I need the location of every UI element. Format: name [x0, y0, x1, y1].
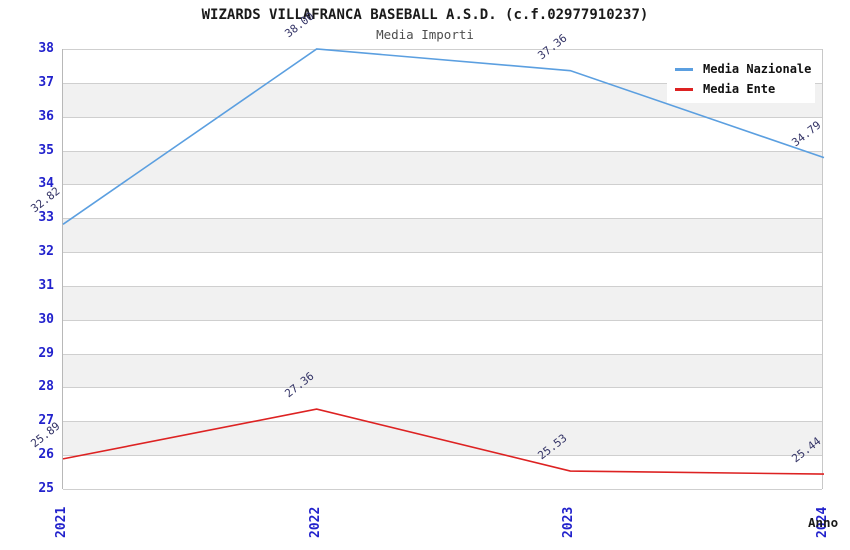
gridline	[63, 489, 822, 490]
plot-band	[63, 319, 822, 354]
gridline	[63, 116, 822, 118]
gridline	[63, 49, 822, 50]
gridline	[63, 252, 822, 254]
plot-band	[63, 184, 822, 219]
legend-item[interactable]: Media Nazionale	[675, 59, 812, 79]
legend-swatch-media-nazionale	[675, 67, 693, 71]
gridline	[63, 218, 822, 220]
y-tick-label: 35	[38, 142, 54, 158]
chart-subtitle: Media Importi	[376, 27, 474, 42]
legend-swatch-media-ente	[675, 87, 693, 91]
y-tick-label: 37	[38, 74, 54, 90]
gridline	[63, 150, 822, 152]
chart-title: WIZARDS VILLAFRANCA BASEBALL A.S.D. (c.f…	[201, 7, 649, 23]
plot-band	[63, 150, 822, 185]
y-tick-label: 29	[38, 345, 54, 361]
gridline	[63, 353, 822, 355]
legend: Media Nazionale Media Ente	[667, 55, 815, 103]
x-tick-label: 2022	[307, 506, 323, 538]
y-tick-label: 25	[38, 481, 54, 496]
line-media-ente	[62, 408, 825, 475]
plot-area: 32.82 38.00 37.36 34.79 25.89 27.36 25.53 25.44…	[28, 10, 825, 490]
line-series-svg	[62, 48, 825, 475]
legend-label: Media Nazionale	[703, 62, 812, 76]
y-tick-label: 33	[38, 210, 54, 226]
plot-band	[63, 285, 822, 320]
gridline	[63, 184, 822, 186]
gridline	[63, 285, 822, 287]
x-tick-label: 2023	[561, 506, 577, 538]
plot-band	[63, 387, 822, 422]
y-tick-label: 34	[38, 176, 54, 192]
y-tick-label: 26	[38, 447, 54, 463]
plot-band	[63, 218, 822, 253]
y-tick-label: 32	[38, 244, 54, 260]
y-tick-label: 38	[38, 41, 54, 56]
gridline	[63, 82, 822, 84]
y-tick-label: 30	[38, 311, 54, 327]
line-media-nazionale	[62, 48, 825, 225]
gridline	[63, 455, 822, 457]
y-tick-label: 28	[38, 379, 54, 395]
legend-label: Media Ente	[703, 82, 776, 96]
plot-band	[63, 421, 822, 456]
y-tick-label: 27	[38, 413, 54, 429]
plot-band	[63, 252, 822, 286]
x-tick-label: 2021	[54, 506, 69, 538]
gridline	[63, 387, 822, 389]
plot-band	[63, 353, 822, 388]
plot-band	[63, 116, 822, 151]
y-tick-label: 36	[38, 108, 54, 124]
gridline	[63, 319, 822, 321]
x-axis-title: Anno	[808, 515, 839, 530]
gridline	[63, 421, 822, 423]
y-tick-label: 31	[38, 277, 54, 293]
legend-item[interactable]: Media Ente	[675, 79, 809, 99]
